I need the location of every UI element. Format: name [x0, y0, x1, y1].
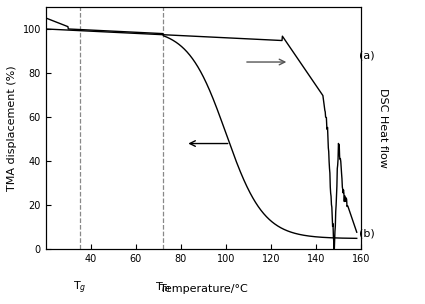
Text: (a): (a) [359, 50, 374, 60]
Text: T$_m$: T$_m$ [155, 280, 171, 294]
X-axis label: Temperature/°C: Temperature/°C [160, 284, 247, 294]
Text: T$_g$: T$_g$ [73, 280, 86, 296]
Y-axis label: DSC Heat flow: DSC Heat flow [378, 88, 388, 168]
Y-axis label: TMA displacement (%): TMA displacement (%) [7, 65, 17, 191]
Text: (b): (b) [359, 229, 375, 239]
